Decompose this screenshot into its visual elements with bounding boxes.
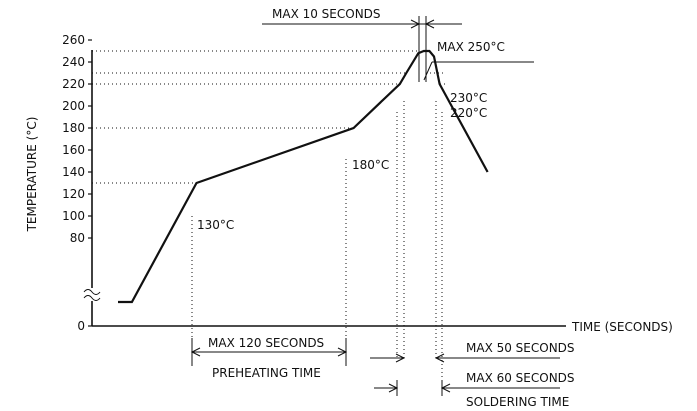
y-tick-label: 140 [62, 165, 85, 179]
x-axis-label: TIME (SECONDS) [571, 320, 673, 334]
vertical-guides-group [191, 101, 443, 390]
label-max-120-seconds: MAX 120 SECONDS [208, 336, 324, 350]
temperature-profile-line [118, 49, 489, 304]
y-ticks-group: 0 80 100 120 140 160 180 200 220 240 260 [62, 33, 92, 333]
label-max-50-seconds: MAX 50 SECONDS [466, 341, 575, 355]
dimension-arrowhead [337, 347, 348, 357]
reference-lines-group [92, 50, 446, 184]
y-tick-label: 160 [62, 143, 85, 157]
label-220c: 220°C [450, 106, 487, 120]
dimension-line [423, 61, 433, 81]
y-tick-label: 0 [77, 319, 85, 333]
y-tick-label: 100 [62, 209, 85, 223]
y-tick-label: 240 [62, 55, 85, 69]
dimension-lines-group [190, 16, 560, 396]
label-130c: 130°C [197, 218, 234, 232]
dimension-arrowhead [395, 353, 406, 363]
label-230c: 230°C [450, 91, 487, 105]
y-tick-label: 220 [62, 77, 85, 91]
label-max-10-seconds: MAX 10 SECONDS [272, 7, 381, 21]
y-axis-label: TEMPERATURE (°C) [25, 117, 39, 233]
y-tick-label: 260 [62, 33, 85, 47]
dimension-arrowhead [190, 347, 201, 357]
dimension-arrowhead [388, 383, 399, 393]
label-max-60-seconds: MAX 60 SECONDS [466, 371, 575, 385]
dimension-arrowhead [440, 383, 451, 393]
dimension-arrowhead [410, 19, 421, 29]
y-tick-label: 200 [62, 99, 85, 113]
dimension-arrowhead [434, 353, 445, 363]
label-soldering-time: SOLDERING TIME [466, 395, 569, 409]
label-preheating-time: PREHEATING TIME [212, 366, 321, 380]
y-tick-label: 180 [62, 121, 85, 135]
y-axis-break [83, 289, 101, 301]
label-180c: 180°C [352, 158, 389, 172]
y-tick-label: 80 [70, 231, 85, 245]
y-tick-label: 120 [62, 187, 85, 201]
dimension-arrowhead [424, 19, 435, 29]
label-max-250c: MAX 250°C [437, 40, 505, 54]
